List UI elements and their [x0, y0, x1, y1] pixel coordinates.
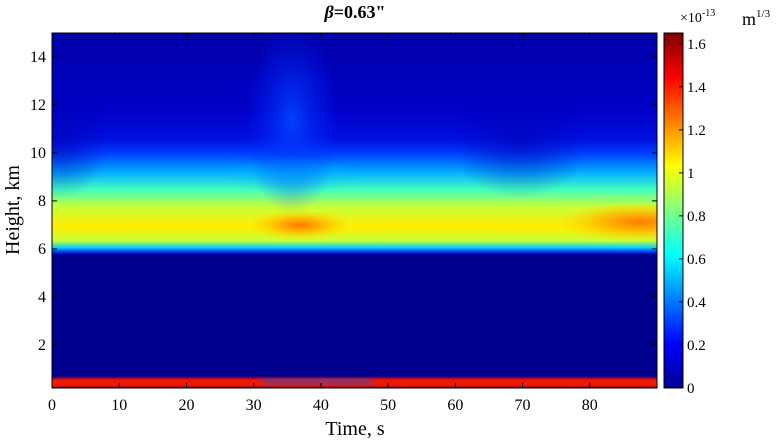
y-axis: 2 4 6 8 10 12 14 [30, 49, 657, 354]
colorbar-tick-label: 0.6 [687, 252, 706, 268]
y-tick-label: 14 [30, 49, 46, 66]
x-axis: 0 10 20 30 40 50 60 70 80 [48, 33, 598, 414]
y-axis-label: Height, km [2, 165, 24, 255]
x-tick-label: 80 [582, 397, 598, 414]
x-tick-label: 70 [515, 397, 531, 414]
y-tick-label: 6 [38, 241, 46, 258]
colorbar-frame [663, 32, 684, 389]
plot-frame [51, 32, 658, 389]
x-tick-label: 20 [178, 397, 194, 414]
colorbar [664, 33, 683, 388]
x-tick-label: 10 [111, 397, 127, 414]
colorbar-tick-label: 1 [687, 166, 695, 182]
colorbar-tick-label: 1.4 [687, 80, 706, 96]
heatmap-field [52, 33, 657, 388]
x-tick-label: 0 [48, 397, 56, 414]
colorbar-tick-label: 0 [687, 381, 695, 397]
y-tick-label: 2 [38, 337, 46, 354]
colorbar-unit: m1/3 [742, 8, 771, 29]
colorbar-tick-label: 0.2 [687, 338, 706, 354]
y-tick-label: 4 [38, 289, 46, 306]
x-tick-label: 30 [246, 397, 262, 414]
colorbar-axis: 0 0.2 0.4 0.6 0.8 1 1.2 1.4 1.6 [679, 37, 706, 397]
x-tick-label: 60 [447, 397, 463, 414]
y-tick-label: 8 [38, 193, 46, 210]
colorbar-tick-label: 0.4 [687, 295, 706, 311]
colorbar-tick-label: 1.2 [687, 123, 706, 139]
colorbar-multiplier: ×10-13 [680, 8, 715, 26]
y-tick-label: 12 [30, 97, 46, 114]
x-axis-label: Time, s [325, 418, 385, 440]
colorbar-tick-label: 1.6 [687, 37, 706, 53]
x-tick-label: 50 [380, 397, 396, 414]
colorbar-tick-label: 0.8 [687, 209, 706, 225]
y-tick-label: 10 [30, 145, 46, 162]
x-tick-label: 40 [313, 397, 329, 414]
chart-title: β=0.63" [324, 2, 386, 22]
